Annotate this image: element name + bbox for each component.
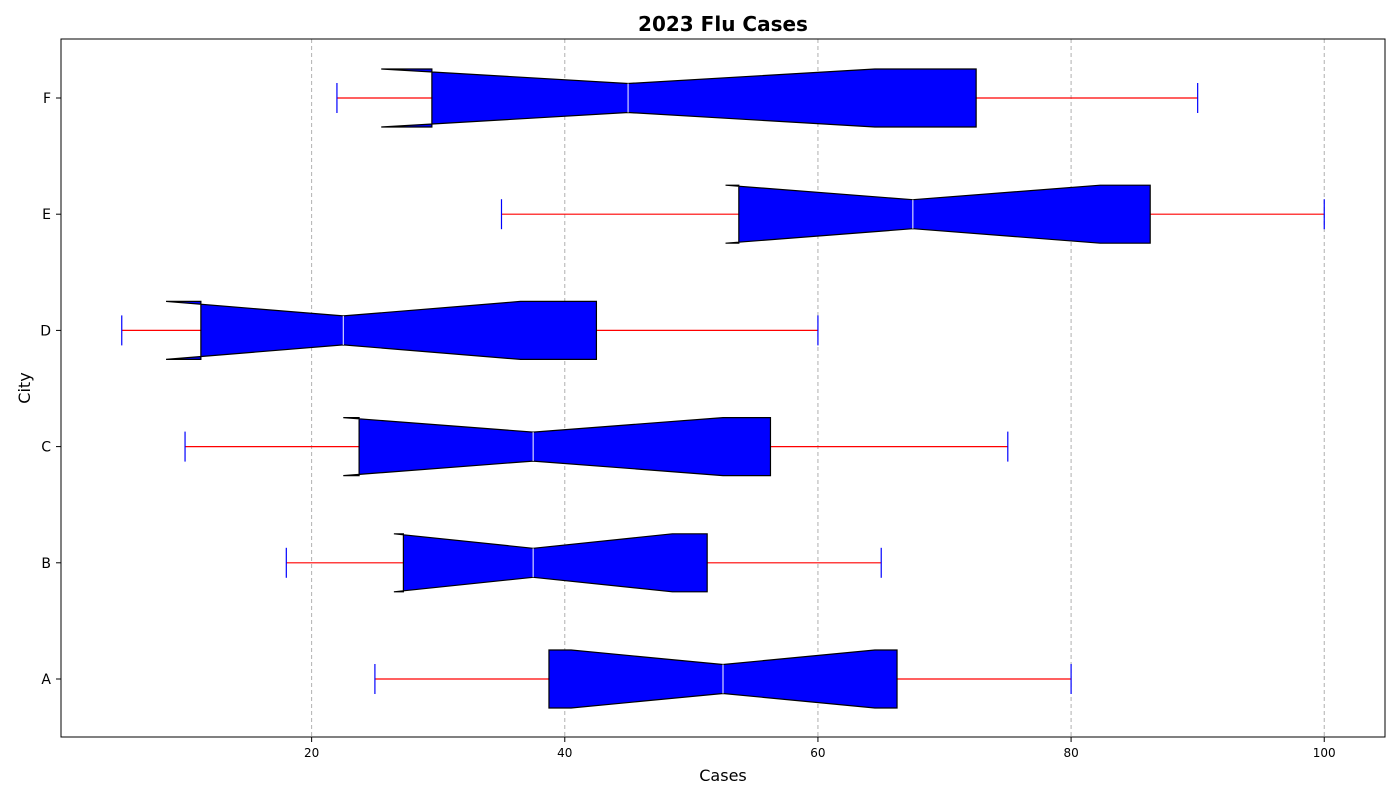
box-d — [166, 300, 598, 360]
y-tick-label: B — [41, 556, 51, 572]
plot-frame — [60, 38, 1386, 738]
box-group-f — [336, 68, 1199, 128]
x-tick-label: 20 — [304, 746, 319, 760]
y-tick-label: E — [42, 207, 51, 223]
x-axis-label: Cases — [699, 766, 747, 785]
box-c — [343, 417, 772, 477]
grid-lines — [311, 39, 1325, 737]
box-b — [393, 533, 708, 593]
box-group-b — [285, 533, 882, 593]
y-tick-label: D — [40, 323, 51, 339]
box-group-e — [500, 184, 1325, 244]
box-group-a — [374, 649, 1072, 709]
box-e — [725, 184, 1151, 244]
axis-ticks: 20 40 60 80 100 A B C D E F — [40, 91, 1335, 760]
y-tick-label: F — [43, 91, 51, 107]
box-group-d — [121, 300, 819, 360]
box-f — [381, 68, 977, 128]
x-tick-label: 60 — [810, 746, 825, 760]
y-tick-label: A — [41, 672, 51, 688]
y-axis-label: City — [15, 372, 34, 403]
x-tick-label: 40 — [557, 746, 572, 760]
box-group-c — [184, 417, 1009, 477]
y-tick-label: C — [41, 440, 51, 456]
x-tick-label: 100 — [1313, 746, 1336, 760]
chart-title: 2023 Flu Cases — [638, 12, 808, 36]
x-tick-label: 80 — [1063, 746, 1078, 760]
box-plots — [121, 68, 1325, 709]
